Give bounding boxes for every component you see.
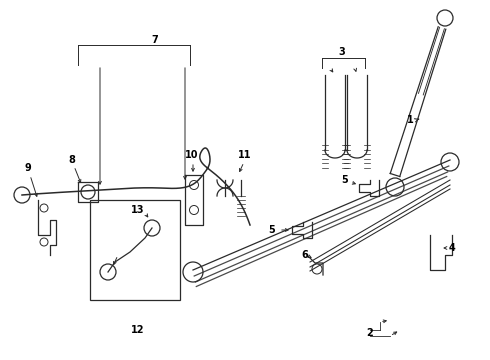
Text: 12: 12	[131, 325, 145, 335]
Text: 13: 13	[131, 205, 145, 215]
Text: 2: 2	[367, 328, 373, 338]
Text: 9: 9	[24, 163, 31, 173]
Bar	[90, 200, 180, 300]
Text: 8: 8	[69, 155, 75, 165]
Text: 5: 5	[342, 175, 348, 185]
Text: 6: 6	[302, 250, 308, 260]
Text: 7: 7	[151, 35, 158, 45]
Text: 11: 11	[238, 150, 252, 160]
Text: 10: 10	[185, 150, 199, 160]
Text: 5: 5	[269, 225, 275, 235]
Text: 3: 3	[339, 47, 345, 57]
Text: 1: 1	[407, 115, 414, 125]
Text: 4: 4	[449, 243, 455, 253]
